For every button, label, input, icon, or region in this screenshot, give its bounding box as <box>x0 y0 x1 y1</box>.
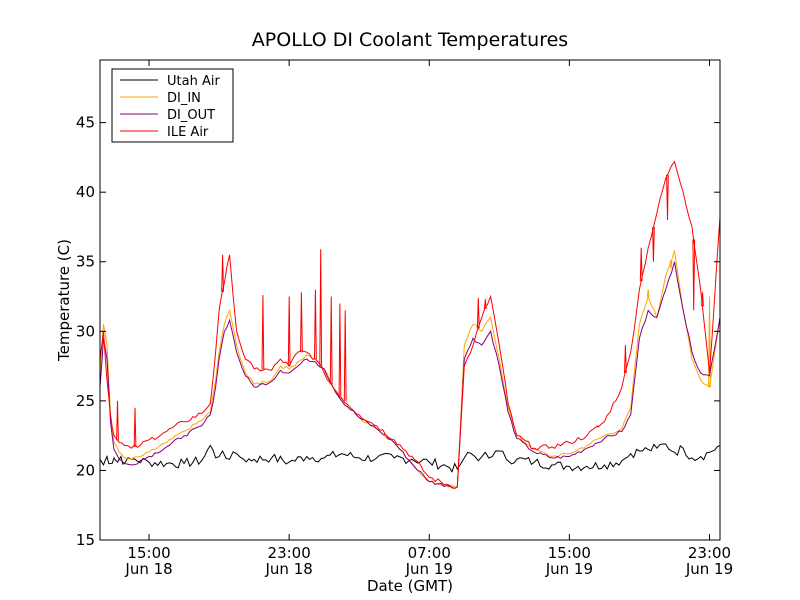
legend: Utah Air DI_IN DI_OUT ILE Air <box>111 68 234 143</box>
series-spike-di-in-2 <box>708 296 711 388</box>
legend-label-di-out: DI_OUT <box>167 108 215 123</box>
y-tick-label-45: 45 <box>76 114 95 132</box>
y-axis-label: Temperature (C) <box>55 239 73 362</box>
series-line-di-out <box>100 261 720 490</box>
series-spike-ile-air-10 <box>343 310 347 402</box>
series-spike-ile-air-17 <box>666 174 669 221</box>
series-spike-ile-air-3 <box>261 295 265 370</box>
x-tick-date-label-2: Jun 19 <box>405 560 453 578</box>
plot-frame <box>99 59 721 541</box>
y-tick-label-40: 40 <box>76 183 95 201</box>
series-spike-ile-air-15 <box>639 247 643 282</box>
series-layer <box>100 160 720 490</box>
y-tick-label-30: 30 <box>76 322 95 340</box>
y-tick-label-15: 15 <box>76 531 95 549</box>
series-spike-ile-air-9 <box>338 303 342 396</box>
x-tick-date-label-4: Jun 19 <box>685 560 733 578</box>
series-spike-ile-air-12 <box>483 299 487 310</box>
legend-box <box>111 68 234 143</box>
series-spike-ile-air-4 <box>287 296 291 367</box>
series-spike-ile-air-19 <box>701 292 704 307</box>
series-spike-ile-air-13 <box>596 424 599 428</box>
series-spike-ile-air-8 <box>329 296 333 385</box>
series-spike-ile-air-16 <box>652 226 655 262</box>
x-tick-date-label-0: Jun 18 <box>124 560 172 578</box>
x-tick-date-label-1: Jun 18 <box>265 560 313 578</box>
x-axis-label: Date (GMT) <box>367 577 453 595</box>
legend-label-di-in: DI_IN <box>167 91 201 106</box>
series-spike-di-in-1 <box>669 260 673 269</box>
y-tick-label-35: 35 <box>76 253 95 271</box>
series-spike-ile-air-14 <box>624 345 627 374</box>
series-line-ile-air <box>100 160 720 489</box>
y-tick-label-25: 25 <box>76 392 95 410</box>
series-spike-ile-air-6 <box>314 289 317 360</box>
series-spike-ile-air-7 <box>319 249 323 368</box>
x-tick-date-label-3: Jun 19 <box>545 560 593 578</box>
series-spike-ile-air-2 <box>221 254 224 292</box>
x-tick-time-label-2: 07:00 <box>408 544 451 562</box>
x-tick-time-label-4: 23:00 <box>688 544 731 562</box>
series-line-utah-air <box>100 443 720 473</box>
series-spike-di-in-0 <box>646 289 650 297</box>
x-tick-time-label-0: 15:00 <box>127 544 170 562</box>
series-spike-ile-air-18 <box>692 239 696 311</box>
x-tick-time-label-3: 15:00 <box>548 544 591 562</box>
series-spike-ile-air-5 <box>300 292 303 353</box>
x-tick-time-label-1: 23:00 <box>268 544 311 562</box>
legend-label-utah-air: Utah Air <box>167 74 220 89</box>
series-spike-ile-air-0 <box>116 400 119 441</box>
chart-title: APOLLO DI Coolant Temperatures <box>252 29 568 51</box>
legend-label-ile-air: ILE Air <box>167 125 209 140</box>
y-tick-label-20: 20 <box>76 461 95 479</box>
series-spike-ile-air-11 <box>476 297 480 329</box>
series-spike-ile-air-1 <box>133 407 137 448</box>
